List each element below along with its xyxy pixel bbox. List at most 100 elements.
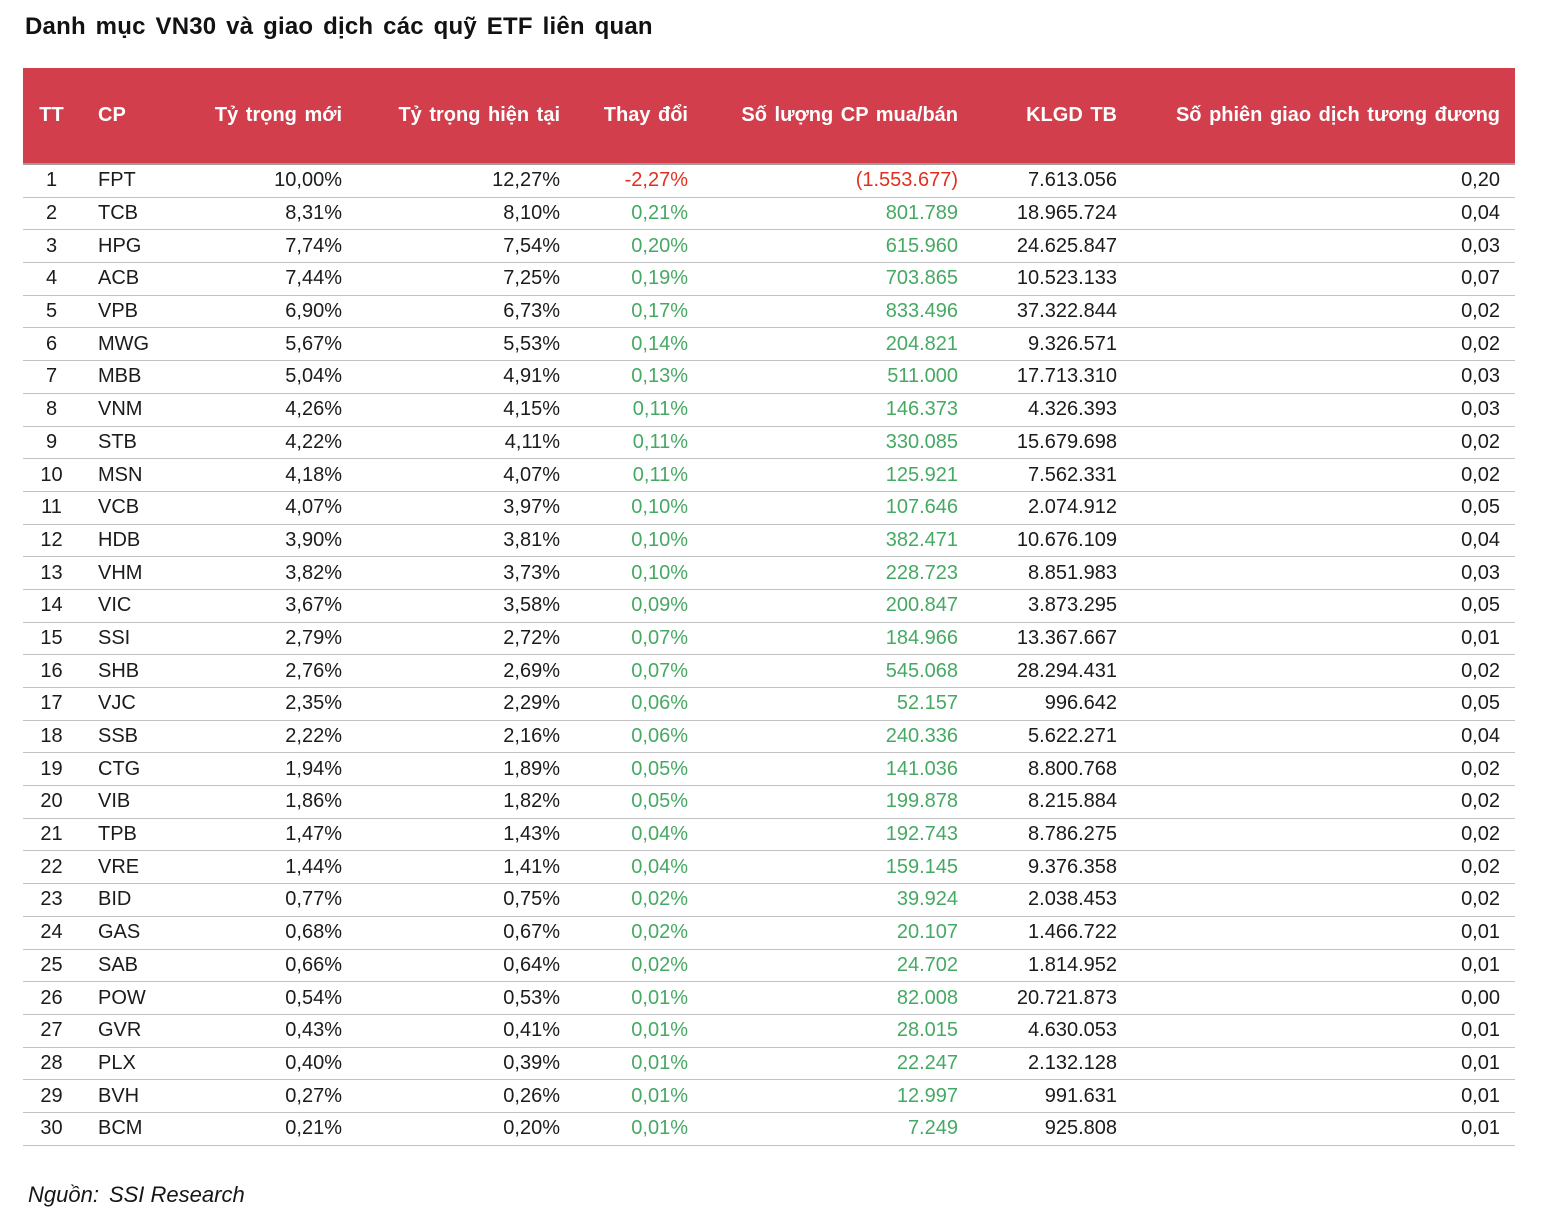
cell-sessions: 0,02 (1143, 327, 1515, 362)
cell-current-weight: 0,75% (368, 883, 586, 917)
cell-tt: 16 (23, 654, 80, 688)
cell-sessions: 0,01 (1143, 622, 1515, 656)
cell-cp: VHM (80, 556, 195, 590)
cell-change: 0,01% (586, 1014, 714, 1048)
cell-new-weight: 0,21% (195, 1112, 368, 1146)
cell-shares: 801.789 (714, 197, 984, 231)
cell-current-weight: 0,41% (368, 1014, 586, 1048)
cell-change: 0,02% (586, 916, 714, 950)
cell-sessions: 0,02 (1143, 295, 1515, 329)
cell-sessions: 0,02 (1143, 850, 1515, 885)
cell-current-weight: 6,73% (368, 295, 586, 329)
cell-new-weight: 2,22% (195, 720, 368, 754)
cell-current-weight: 7,25% (368, 262, 586, 296)
cell-new-weight: 2,79% (195, 622, 368, 656)
table-row: 2 TCB 8,31% 8,10% 0,21% 801.789 18.965.724 0,04 (23, 197, 1515, 231)
table-row: 11 VCB 4,07% 3,97% 0,10% 107.646 2.074.912 0,05 (23, 491, 1515, 525)
cell-sessions: 0,01 (1143, 949, 1515, 983)
cell-shares: 192.743 (714, 818, 984, 852)
cell-tt: 25 (23, 949, 80, 983)
cell-current-weight: 2,29% (368, 687, 586, 721)
cell-new-weight: 0,27% (195, 1079, 368, 1113)
cell-sessions: 0,05 (1143, 687, 1515, 721)
cell-change: 0,05% (586, 785, 714, 819)
cell-tt: 11 (23, 491, 80, 525)
cell-sessions: 0,00 (1143, 981, 1515, 1015)
cell-tt: 22 (23, 850, 80, 885)
cell-shares: 39.924 (714, 883, 984, 917)
cell-current-weight: 3,58% (368, 589, 586, 623)
cell-new-weight: 1,44% (195, 850, 368, 885)
cell-cp: SAB (80, 949, 195, 983)
cell-avg-volume: 20.721.873 (984, 981, 1143, 1015)
table-row: 20 VIB 1,86% 1,82% 0,05% 199.878 8.215.884 0,02 (23, 785, 1515, 819)
table-row: 7 MBB 5,04% 4,91% 0,13% 511.000 17.713.310 0,03 (23, 360, 1515, 394)
cell-cp: MWG (80, 327, 195, 362)
cell-current-weight: 0,26% (368, 1079, 586, 1113)
cell-current-weight: 3,73% (368, 556, 586, 590)
cell-sessions: 0,02 (1143, 752, 1515, 787)
cell-change: 0,13% (586, 360, 714, 394)
cell-shares: 24.702 (714, 949, 984, 983)
cell-new-weight: 0,54% (195, 981, 368, 1015)
cell-new-weight: 5,04% (195, 360, 368, 394)
cell-change: 0,01% (586, 1112, 714, 1146)
cell-cp: VPB (80, 295, 195, 329)
cell-cp: VRE (80, 850, 195, 885)
table-row: 8 VNM 4,26% 4,15% 0,11% 146.373 4.326.393 0,03 (23, 393, 1515, 427)
cell-new-weight: 1,47% (195, 818, 368, 852)
cell-current-weight: 2,16% (368, 720, 586, 754)
cell-new-weight: 0,43% (195, 1014, 368, 1048)
table-row: 10 MSN 4,18% 4,07% 0,11% 125.921 7.562.331 0,02 (23, 458, 1515, 492)
table-body: 1 FPT 10,00% 12,27% -2,27% (1.553.677) 7.613.0… (23, 164, 1515, 1146)
cell-tt: 15 (23, 622, 80, 656)
cell-change: 0,19% (586, 262, 714, 296)
cell-avg-volume: 18.965.724 (984, 197, 1143, 231)
cell-shares: 52.157 (714, 687, 984, 721)
cell-sessions: 0,02 (1143, 426, 1515, 460)
cell-avg-volume: 2.132.128 (984, 1047, 1143, 1081)
cell-shares: 22.247 (714, 1047, 984, 1081)
cell-sessions: 0,01 (1143, 916, 1515, 950)
cell-current-weight: 0,64% (368, 949, 586, 983)
cell-tt: 5 (23, 295, 80, 329)
cell-change: 0,14% (586, 327, 714, 362)
cell-change: 0,10% (586, 491, 714, 525)
cell-avg-volume: 8.800.768 (984, 752, 1143, 787)
cell-avg-volume: 991.631 (984, 1079, 1143, 1113)
cell-change: 0,04% (586, 818, 714, 852)
cell-new-weight: 0,40% (195, 1047, 368, 1081)
vn30-etf-table: TT CP Tỷ trọng mới Tỷ trọng hiện tại Tha… (23, 68, 1515, 1146)
table-row: 21 TPB 1,47% 1,43% 0,04% 192.743 8.786.275 0,02 (23, 818, 1515, 852)
header-change: Thay đổi (586, 68, 714, 165)
cell-tt: 23 (23, 883, 80, 917)
table-row: 4 ACB 7,44% 7,25% 0,19% 703.865 10.523.133 0,07 (23, 262, 1515, 296)
cell-avg-volume: 5.622.271 (984, 720, 1143, 754)
header-cp: CP (80, 68, 195, 165)
cell-cp: VIC (80, 589, 195, 623)
cell-cp: VIB (80, 785, 195, 819)
cell-cp: MBB (80, 360, 195, 394)
cell-shares: 615.960 (714, 229, 984, 264)
cell-shares: 146.373 (714, 393, 984, 427)
cell-sessions: 0,01 (1143, 1014, 1515, 1048)
cell-sessions: 0,05 (1143, 491, 1515, 525)
cell-sessions: 0,04 (1143, 197, 1515, 231)
cell-change: 0,11% (586, 393, 714, 427)
cell-shares: 200.847 (714, 589, 984, 623)
cell-change: 0,10% (586, 524, 714, 558)
cell-avg-volume: 4.630.053 (984, 1014, 1143, 1048)
cell-change: 0,01% (586, 1047, 714, 1081)
cell-sessions: 0,01 (1143, 1112, 1515, 1146)
table-row: 16 SHB 2,76% 2,69% 0,07% 545.068 28.294.431 0,0… (23, 654, 1515, 688)
cell-shares: 12.997 (714, 1079, 984, 1113)
cell-shares: 159.145 (714, 850, 984, 885)
cell-cp: ACB (80, 262, 195, 296)
table-row: 6 MWG 5,67% 5,53% 0,14% 204.821 9.326.571 0,02 (23, 327, 1515, 362)
cell-current-weight: 4,07% (368, 458, 586, 492)
cell-tt: 4 (23, 262, 80, 296)
cell-sessions: 0,01 (1143, 1079, 1515, 1113)
table-row: 19 CTG 1,94% 1,89% 0,05% 141.036 8.800.768 0,02 (23, 752, 1515, 787)
cell-new-weight: 7,74% (195, 229, 368, 264)
